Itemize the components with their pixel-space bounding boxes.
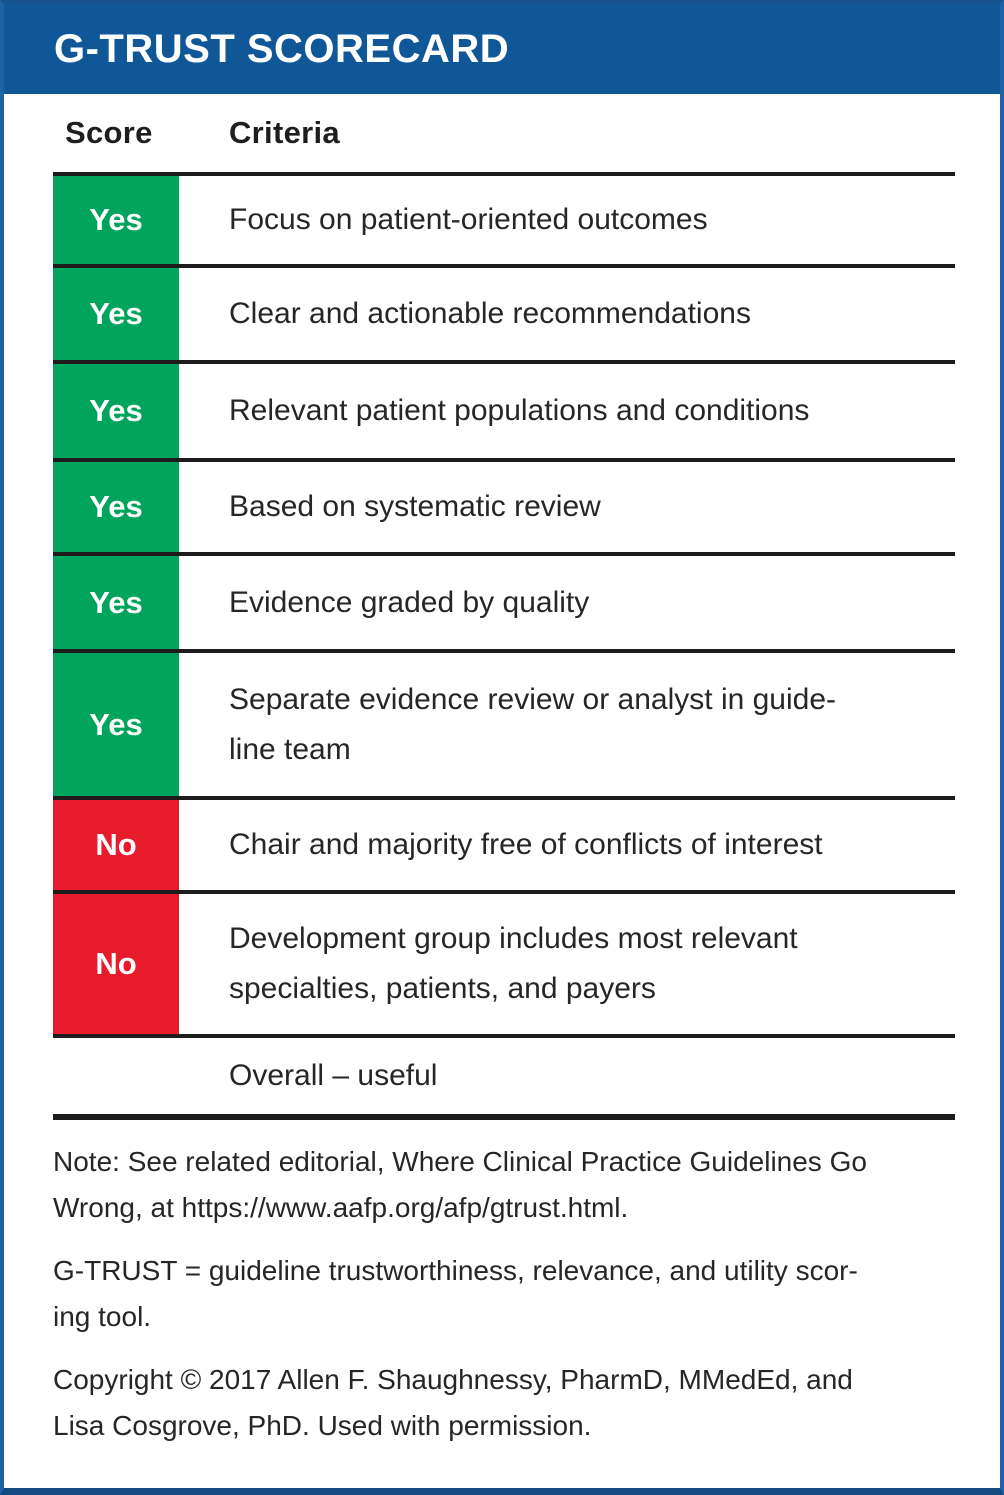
footnote-copyright: Copyright © 2017 Allen F. Shaughnessy, P…: [53, 1364, 853, 1441]
score-cell: Yes: [53, 268, 179, 360]
criteria-cell: Overall – useful: [229, 1059, 438, 1092]
table-row: Yes Evidence graded by quality: [53, 552, 955, 649]
criteria-cell: Development group includes most relevant…: [229, 922, 798, 1005]
score-value: Yes: [89, 202, 143, 237]
page-title: G-TRUST SCORECARD: [54, 26, 510, 71]
table-row: No Development group includes most relev…: [53, 890, 955, 1034]
criteria-cell: Separate evidence review or analyst in g…: [229, 682, 837, 766]
criteria-cell: Chair and majority free of conflicts of …: [229, 828, 823, 861]
criteria-cell: Relevant patient populations and conditi…: [229, 394, 810, 427]
table-row: Yes Clear and actionable recommendations: [53, 264, 955, 360]
criteria-cell: Evidence graded by quality: [229, 585, 590, 619]
score-value: Yes: [89, 393, 143, 428]
criteria-cell: Focus on patient-oriented outcomes: [229, 203, 708, 236]
column-header-criteria: Criteria: [229, 115, 340, 150]
table-row: Yes Separate evidence review or analyst …: [53, 649, 955, 796]
score-cell: Yes: [53, 556, 179, 649]
score-value: Yes: [89, 296, 143, 331]
score-cell: Yes: [53, 364, 179, 458]
score-value: No: [95, 827, 137, 862]
footnotes-section: Note: See related editorial, Where Clini…: [53, 1139, 955, 1449]
table-row: Yes Focus on patient-oriented outcomes: [53, 172, 955, 264]
score-value: Yes: [89, 584, 143, 620]
score-cell-empty: [53, 1038, 179, 1114]
footnote-gtrust-definition: G-TRUST = guideline trustworthiness, rel…: [53, 1255, 858, 1332]
scorecard-table: Score Criteria Yes Focus on patient-orie…: [53, 94, 955, 1120]
criteria-cell: Clear and actionable recommendations: [229, 297, 751, 330]
table-row-overall: Overall – useful: [53, 1034, 955, 1120]
table-header-row: Score Criteria: [53, 94, 955, 172]
table-row: No Chair and majority free of conflicts …: [53, 796, 955, 890]
score-cell: No: [53, 800, 179, 890]
score-cell: Yes: [53, 653, 179, 796]
score-value: No: [95, 946, 137, 981]
score-cell: Yes: [53, 176, 179, 264]
score-cell: No: [53, 894, 179, 1034]
score-cell: Yes: [53, 462, 179, 552]
footnote-editorial-reference: Note: See related editorial, Where Clini…: [53, 1146, 867, 1223]
score-value: Yes: [89, 706, 143, 742]
score-value: Yes: [89, 489, 143, 524]
column-header-score: Score: [65, 115, 153, 150]
table-row: Yes Relevant patient populations and con…: [53, 360, 955, 458]
title-bar: G-TRUST SCORECARD: [4, 4, 1000, 94]
table-row: Yes Based on systematic review: [53, 458, 955, 552]
criteria-cell: Based on systematic review: [229, 490, 601, 523]
